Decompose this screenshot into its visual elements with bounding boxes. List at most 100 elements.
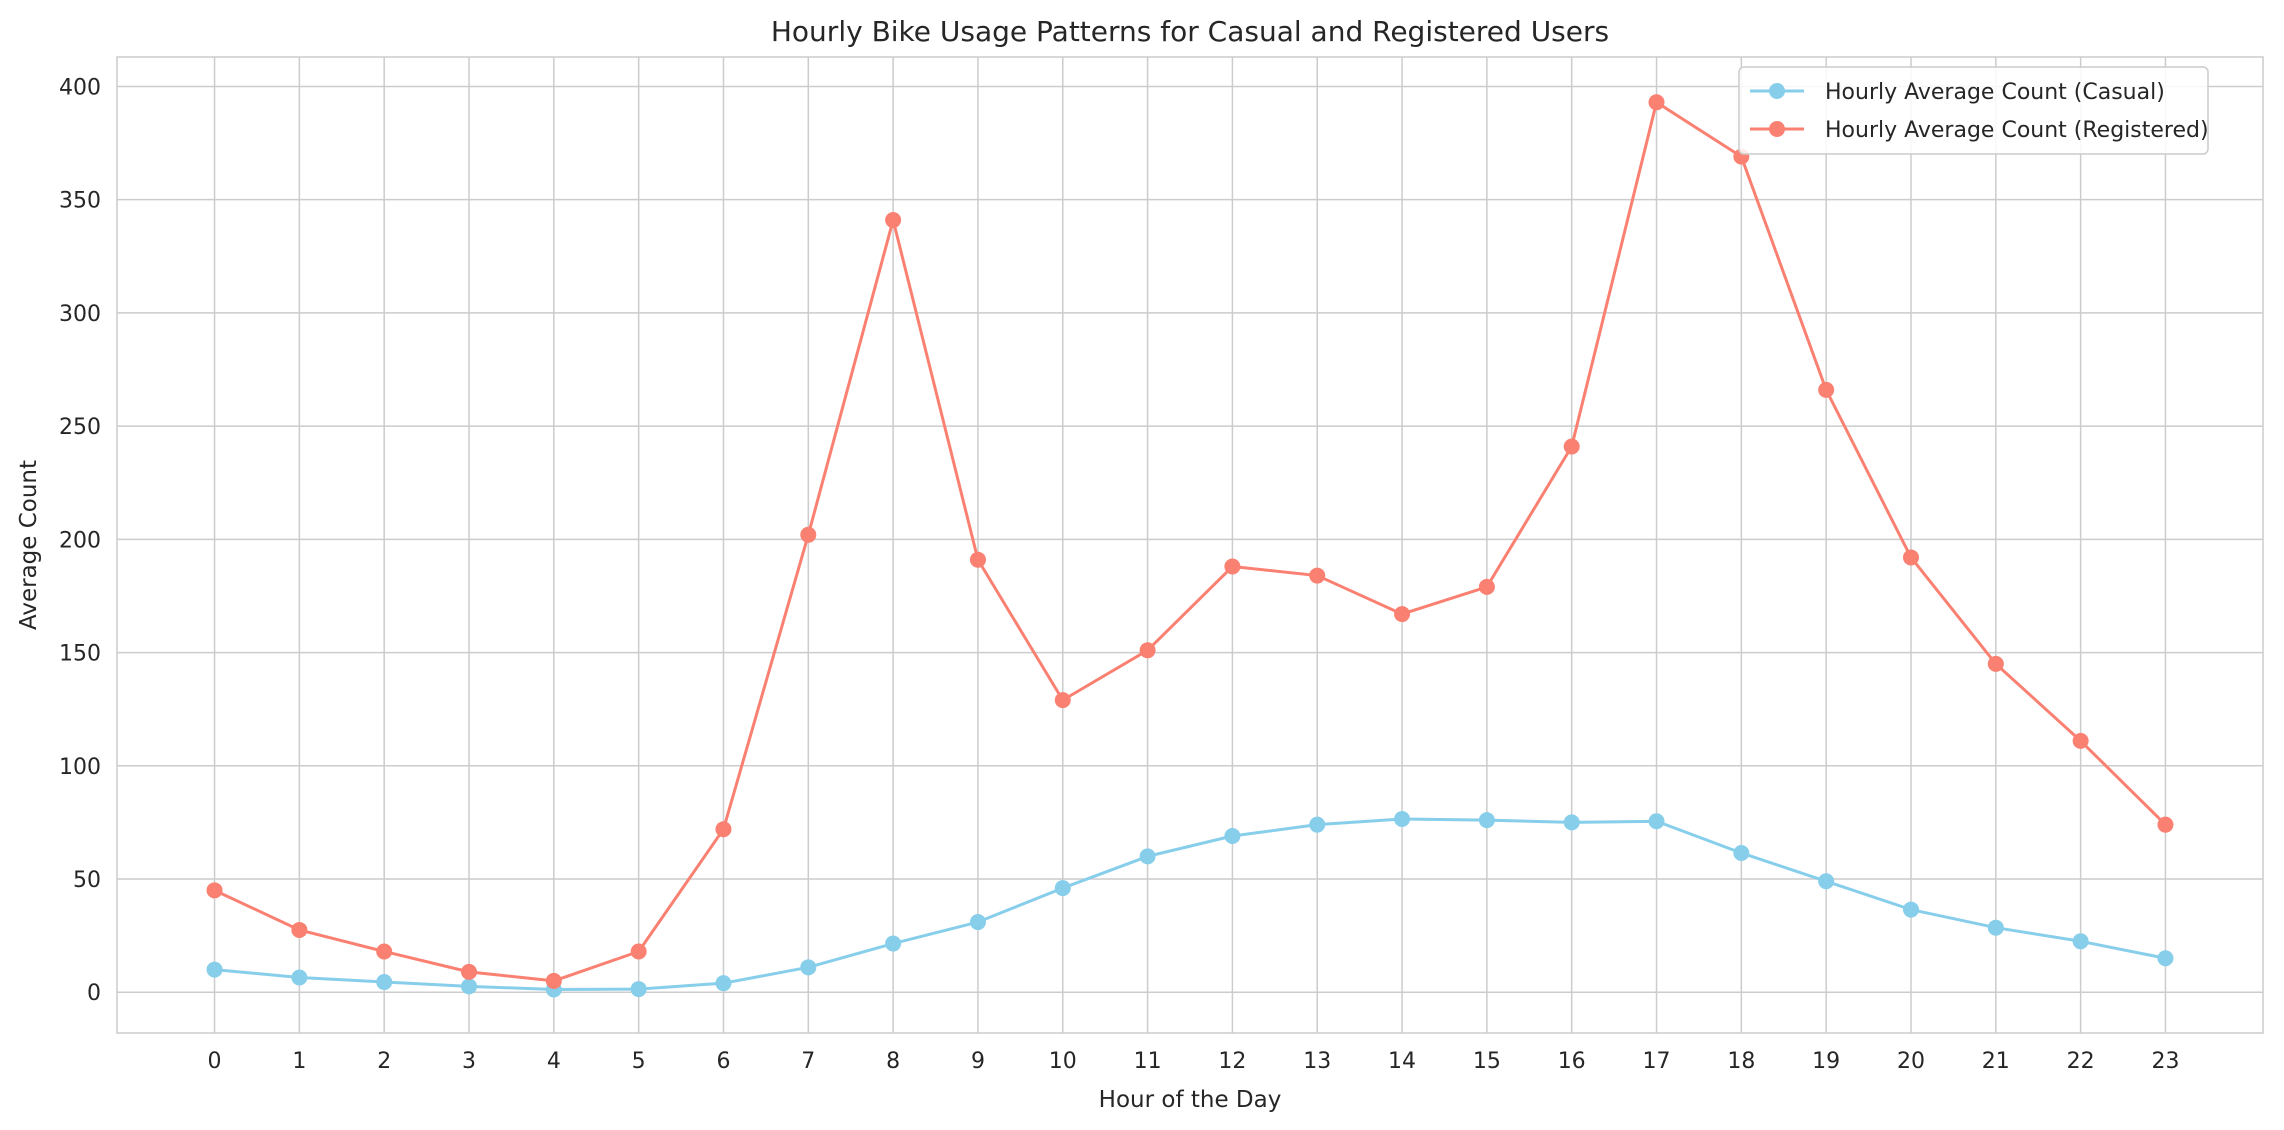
data-point [885,935,902,952]
x-axis-ticks: 0 1 2 3 4 5 6 7 8 9 10 11 12 13 14 15 16 17 18 19 20 21 22 23 [208,1049,2180,1074]
series-line [213,100,2167,983]
x-tick-label: 20 [1897,1049,1925,1074]
x-tick-label: 5 [632,1049,646,1074]
data-point [1139,848,1156,865]
series-layer [206,94,2174,998]
plot-area-frame [116,56,2264,1034]
x-tick-label: 16 [1558,1049,1586,1074]
data-point [291,969,308,986]
data-point [1224,827,1241,844]
data-point [291,921,308,938]
data-point [1394,606,1411,623]
x-tick-label: 3 [462,1049,476,1074]
data-point [376,974,393,991]
x-tick-label: 1 [292,1049,306,1074]
y-tick-label: 250 [59,415,101,440]
data-point [1818,381,1835,398]
y-tick-label: 0 [87,981,101,1006]
x-tick-label: 4 [547,1049,561,1074]
data-point [1563,438,1580,455]
data-point [1394,811,1411,828]
legend-label: Hourly Average Count (Casual) [1825,80,2165,105]
legend-marker [1769,83,1785,99]
x-tick-label: 19 [1812,1049,1840,1074]
data-point [1563,814,1580,831]
data-point [545,972,562,989]
x-tick-label: 15 [1473,1049,1501,1074]
data-point [800,526,817,543]
x-tick-label: 8 [886,1049,900,1074]
data-point [1818,873,1835,890]
data-point [206,882,223,899]
grid [117,57,2263,1033]
x-tick-label: 10 [1049,1049,1077,1074]
x-tick-label: 11 [1134,1049,1162,1074]
y-tick-label: 300 [59,302,101,327]
data-point [630,943,647,960]
legend: Hourly Average Count (Casual) Hourly Aver… [1738,66,2209,155]
data-point [1309,816,1326,833]
y-tick-label: 200 [59,528,101,553]
x-tick-label: 21 [1982,1049,2010,1074]
data-point [969,914,986,931]
data-point [1224,558,1241,575]
data-point [461,978,478,995]
data-point [630,981,647,998]
x-axis-label: Hour of the Day [1099,1087,1282,1113]
x-tick-label: 23 [2151,1049,2179,1074]
y-tick-label: 50 [73,868,101,893]
data-point [1987,919,2004,936]
x-tick-label: 6 [716,1049,730,1074]
x-tick-label: 18 [1727,1049,1755,1074]
x-tick-label: 13 [1303,1049,1331,1074]
data-point [1139,642,1156,659]
data-point [376,943,393,960]
x-tick-label: 7 [801,1049,815,1074]
y-tick-label: 400 [59,75,101,100]
y-tick-label: 150 [59,642,101,667]
data-point [1733,844,1750,861]
data-point [461,963,478,980]
data-point [1987,655,2004,672]
series-line [214,817,2166,992]
legend-box [1738,66,2209,155]
data-point [1478,578,1495,595]
data-point [1054,880,1071,897]
x-tick-label: 2 [377,1049,391,1074]
data-point [1648,813,1665,830]
x-tick-label: 0 [208,1049,222,1074]
x-tick-label: 9 [971,1049,985,1074]
data-point [2072,732,2089,749]
legend-item: Hourly Average Count (Casual) [1750,80,2165,105]
data-point [969,551,986,568]
data-point [1309,567,1326,584]
y-axis-ticks: 0 50 100 150 200 250 300 350 400 [59,75,101,1006]
data-point [715,821,732,838]
data-point [2157,816,2174,833]
y-axis-label: Average Count [16,460,42,630]
chart-title: Hourly Bike Usage Patterns for Casual an… [771,15,1609,48]
x-tick-label: 22 [2067,1049,2095,1074]
data-point [1054,692,1071,709]
legend-label: Hourly Average Count (Registered) [1825,118,2209,143]
data-point [715,975,732,992]
legend-marker [1769,121,1785,137]
data-point [1478,812,1495,829]
y-tick-label: 100 [59,755,101,780]
legend-item: Hourly Average Count (Registered) [1750,118,2209,143]
data-point [1902,549,1919,566]
data-point [2072,933,2089,950]
data-point [1648,94,1665,111]
data-point [2157,950,2174,967]
data-point [800,959,817,976]
x-tick-label: 14 [1388,1049,1416,1074]
series-casual [206,811,2174,998]
x-tick-label: 12 [1218,1049,1246,1074]
x-tick-label: 17 [1643,1049,1671,1074]
data-point [885,212,902,229]
series-registered [206,94,2174,989]
y-tick-label: 350 [59,189,101,214]
data-point [206,961,223,978]
data-point [1902,901,1919,918]
